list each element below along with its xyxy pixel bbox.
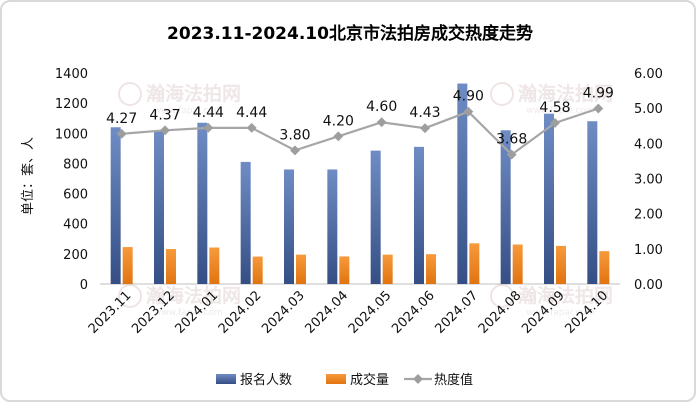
heat-data-label: 4.58 (539, 100, 570, 116)
watermark-seal (490, 284, 514, 308)
y-left-tick-label: 1000 (55, 127, 88, 142)
watermark-text: 瀚海法拍网 (145, 82, 241, 105)
watermark-seal (118, 284, 142, 308)
legend-label-apply: 报名人数 (240, 372, 292, 388)
bar-apply-count (327, 169, 338, 284)
heat-point (333, 131, 344, 142)
bar-deal-volume (426, 254, 436, 284)
x-tick-label: 2023.11 (86, 288, 135, 337)
heat-point (246, 122, 257, 133)
x-tick-label: 2024.06 (389, 288, 438, 337)
bar-apply-count (500, 130, 511, 284)
heat-data-label: 4.27 (106, 111, 137, 127)
watermark-url: www.fapai.com (526, 308, 595, 318)
heat-line (121, 107, 599, 157)
heat-data-label: 4.20 (323, 113, 354, 129)
legend-label-deal: 成交量 (350, 372, 389, 388)
bars (110, 83, 610, 284)
watermark-url: www.fapai.com (526, 106, 595, 116)
chart-title: 2023.11-2024.10北京市法拍房成交热度走势 (167, 23, 533, 44)
bar-deal-volume (122, 247, 133, 284)
y-left-tick-label: 600 (63, 188, 88, 203)
bar-deal-volume (166, 249, 176, 284)
y-left-tick-label: 1400 (55, 67, 88, 82)
bar-deal-volume (556, 245, 566, 284)
bar-apply-count (587, 121, 598, 284)
legend-swatch-apply (216, 374, 236, 384)
y-right-tick-label: 5.00 (634, 102, 663, 117)
heat-point (550, 117, 560, 128)
y-left-tick-label: 800 (63, 157, 88, 172)
y-axis-label: 单位：套、人 (20, 137, 36, 215)
heat-point (593, 103, 604, 114)
x-tick-label: 2024.04 (303, 288, 352, 337)
bar-deal-volume (252, 256, 263, 284)
heat-point (203, 122, 214, 133)
watermark-url: www.fapai.com (154, 106, 223, 116)
bar-deal-volume (339, 256, 350, 284)
heat-data-label: 4.44 (236, 105, 267, 121)
y-left-tick-label: 400 (63, 218, 88, 233)
chart-frame: 2023.11-2024.10北京市法拍房成交热度走势 瀚海法拍网 www.fap… (0, 0, 696, 402)
bar-apply-count (457, 83, 468, 284)
bar-deal-volume (599, 251, 610, 284)
chart: 2023.11-2024.10北京市法拍房成交热度走势 瀚海法拍网www.fap… (20, 23, 663, 388)
heat-point (116, 128, 127, 139)
x-tick-label: 2024.08 (476, 288, 525, 337)
y-right-tick-label: 3.00 (634, 173, 663, 188)
heat-point (376, 117, 387, 128)
y-right-tick-label: 2.00 (634, 208, 663, 223)
legend: 报名人数 成交量 热度值 (216, 372, 473, 388)
heat-point (290, 145, 300, 156)
watermark-seal (490, 82, 514, 106)
legend-swatch-deal (326, 374, 346, 384)
x-tick-label: 2024.05 (346, 288, 395, 337)
bar-apply-count (110, 127, 121, 284)
bar-apply-count (370, 150, 381, 284)
bar-deal-volume (209, 247, 220, 284)
bar-apply-count (544, 113, 554, 284)
heat-data-label: 4.99 (583, 86, 614, 102)
heat-point (420, 123, 430, 134)
y-left-tick-label: 1200 (55, 97, 88, 112)
bar-apply-count (154, 130, 164, 284)
axes: 0 200 400 600 800 1000 1200 1400 0.00 1.00 2.00 3.0… (55, 67, 663, 293)
heat-data-label: 4.43 (409, 105, 440, 121)
watermark-text: 瀚海法拍网 (517, 284, 613, 307)
bar-deal-volume (469, 243, 480, 284)
y-left-tick-label: 0 (80, 278, 88, 293)
heat-data-label: 4.60 (366, 99, 397, 115)
watermark-text: 瀚海法拍网 (517, 82, 613, 105)
bar-deal-volume (512, 244, 523, 284)
legend-marker-heat (413, 374, 423, 384)
y-right-tick-label: 1.00 (634, 243, 663, 258)
bar-deal-volume (296, 254, 306, 284)
y-right-tick-label: 4.00 (634, 137, 663, 152)
y-right-tick-label: 6.00 (634, 67, 663, 82)
x-tick-label: 2024.07 (433, 288, 482, 337)
watermark-layer: 瀚海法拍网www.fapai.com瀚海法拍网www.fapai.com瀚海法拍… (118, 82, 613, 318)
bar-deal-volume (382, 254, 393, 284)
watermark-seal (118, 82, 142, 106)
heat-data-label: 4.37 (149, 107, 180, 123)
watermark-url: www.fapai.com (154, 308, 223, 318)
legend-label-heat: 热度值 (434, 372, 473, 388)
y-left-tick-label: 200 (63, 248, 88, 263)
heat-data-label: 3.80 (279, 127, 310, 143)
heat-data-label: 4.44 (193, 105, 224, 121)
heat-data-label: 4.90 (453, 89, 484, 105)
watermark-text: 瀚海法拍网 (145, 284, 241, 307)
heat-data-label: 3.68 (496, 132, 527, 148)
bar-apply-count (284, 169, 294, 284)
y-right-tick-label: 0.00 (634, 278, 663, 293)
bar-apply-count (414, 146, 424, 284)
x-tick-label: 2024.03 (259, 288, 308, 337)
bar-apply-count (240, 161, 251, 284)
bar-apply-count (197, 122, 208, 284)
